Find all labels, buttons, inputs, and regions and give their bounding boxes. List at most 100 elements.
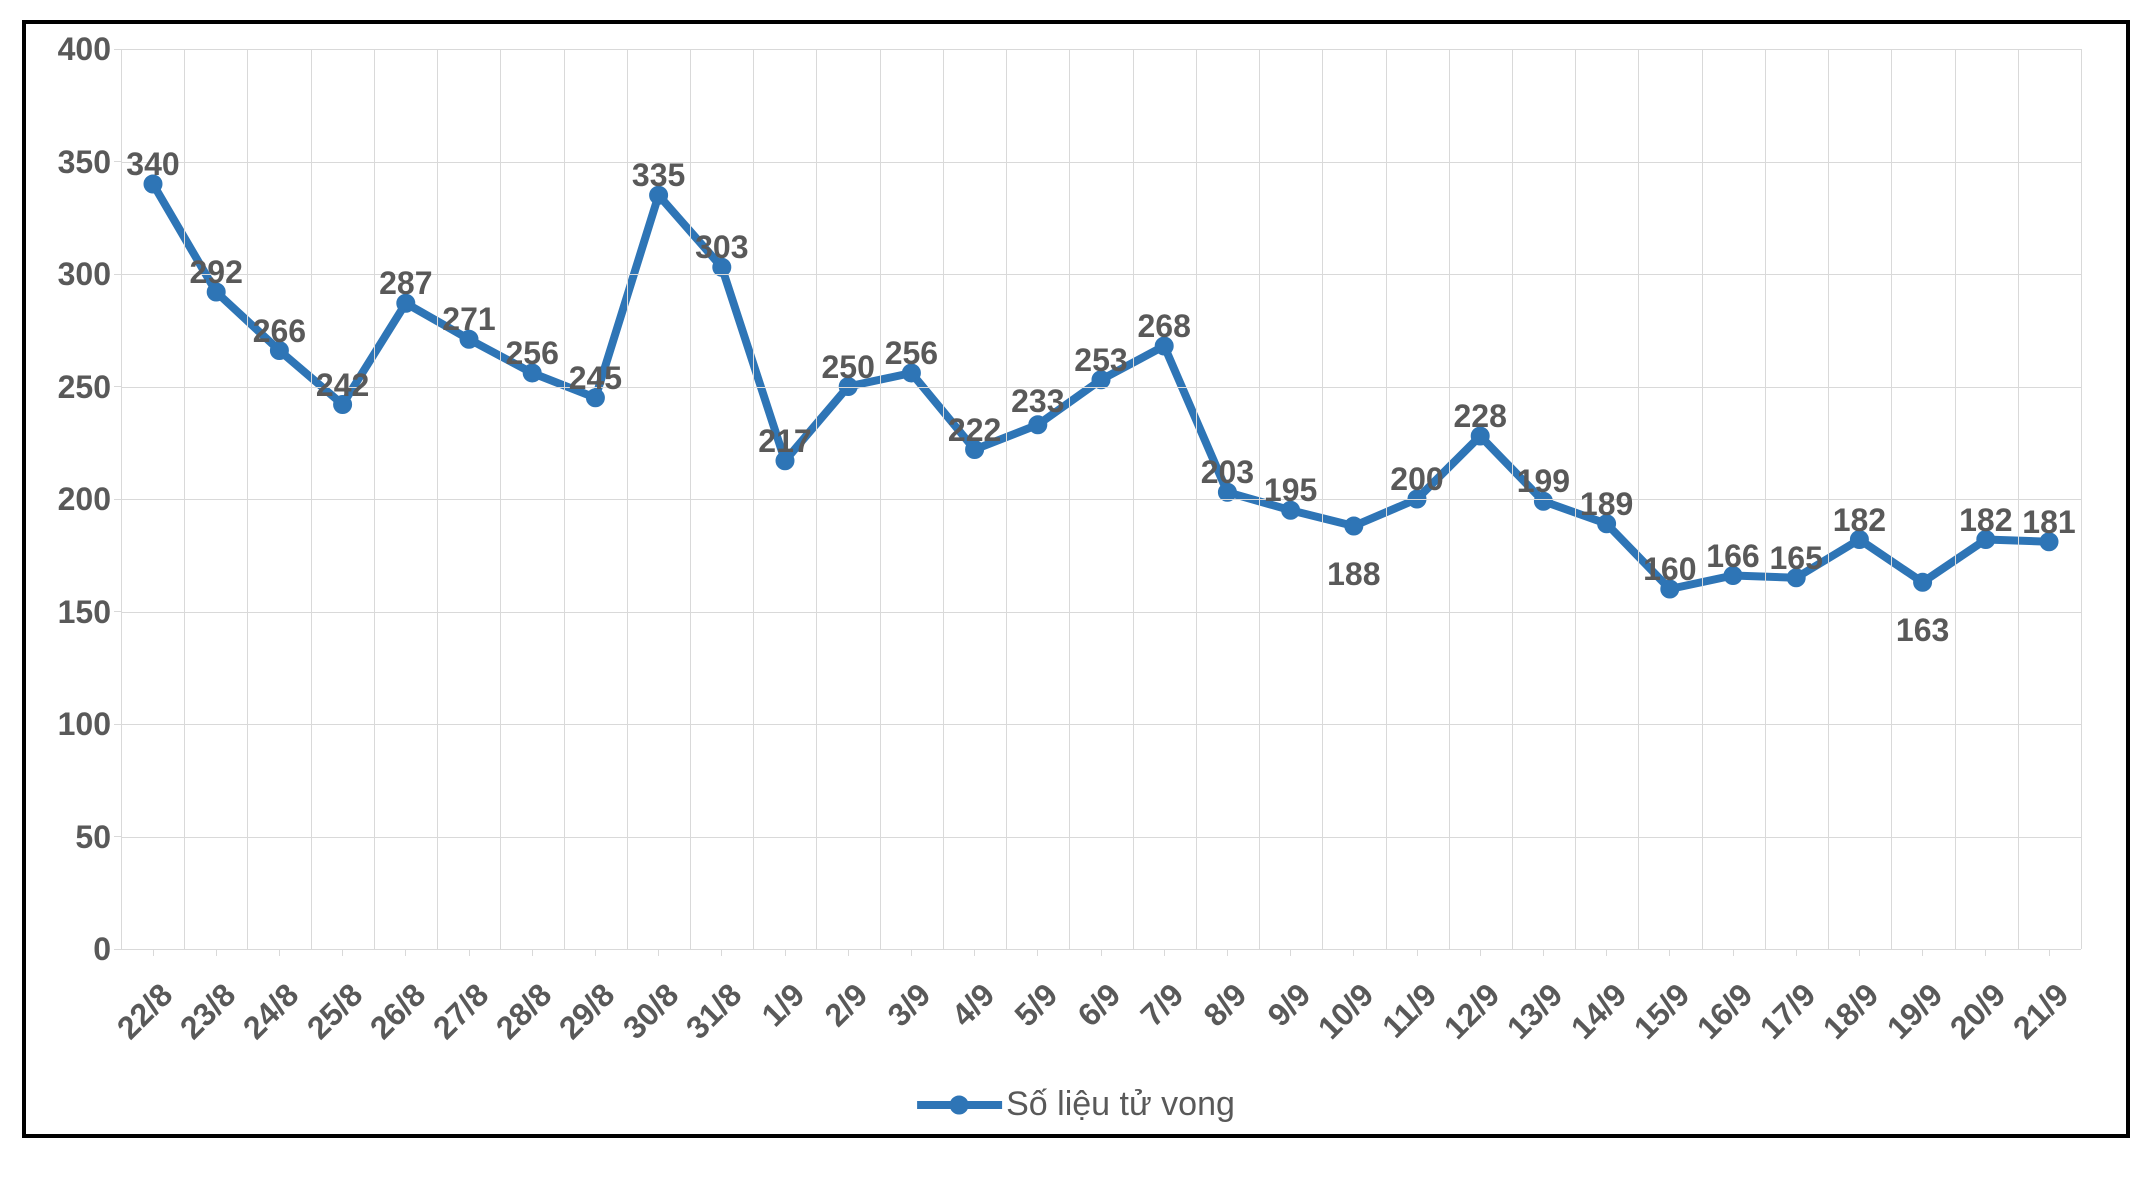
- plot-area: [121, 49, 2081, 949]
- x-axis-label: 7/9: [1134, 976, 1192, 1034]
- gridline-v: [1638, 49, 1639, 949]
- x-axis-label: 21/9: [2006, 976, 2076, 1046]
- gridline-v: [1512, 49, 1513, 949]
- gridline-v: [121, 49, 122, 949]
- x-tick: [1859, 949, 1860, 956]
- data-label: 268: [1137, 308, 1190, 345]
- y-axis-label: 50: [31, 821, 111, 853]
- x-tick: [216, 949, 217, 956]
- legend-label: Số liệu tử vong: [1006, 1085, 1235, 1124]
- gridline-v: [1006, 49, 1007, 949]
- data-label: 165: [1769, 540, 1822, 577]
- x-axis-label: 16/9: [1690, 976, 1760, 1046]
- data-label: 292: [189, 254, 242, 291]
- x-axis-label: 5/9: [1007, 976, 1065, 1034]
- gridline-v: [880, 49, 881, 949]
- gridline-v: [1702, 49, 1703, 949]
- gridline-v: [311, 49, 312, 949]
- data-label: 253: [1074, 342, 1127, 379]
- y-axis-label: 300: [31, 258, 111, 290]
- gridline-v: [1259, 49, 1260, 949]
- gridline-v: [816, 49, 817, 949]
- gridline-v: [1828, 49, 1829, 949]
- gridline-v: [1069, 49, 1070, 949]
- y-tick: [114, 274, 121, 275]
- data-label: 166: [1706, 538, 1759, 575]
- x-tick: [1101, 949, 1102, 956]
- x-tick: [658, 949, 659, 956]
- data-label: 181: [2022, 504, 2075, 541]
- y-axis-label: 0: [31, 933, 111, 965]
- x-tick: [1606, 949, 1607, 956]
- data-label: 189: [1580, 486, 1633, 523]
- x-tick: [721, 949, 722, 956]
- gridline-v: [2081, 49, 2082, 949]
- x-axis-label: 1/9: [754, 976, 812, 1034]
- data-label: 200: [1390, 461, 1443, 498]
- gridline-v: [1322, 49, 1323, 949]
- x-tick: [1985, 949, 1986, 956]
- gridline-v: [1955, 49, 1956, 949]
- x-tick: [1290, 949, 1291, 956]
- y-axis-label: 350: [31, 146, 111, 178]
- x-tick: [1669, 949, 1670, 956]
- y-axis-label: 400: [31, 33, 111, 65]
- x-tick: [1353, 949, 1354, 956]
- x-axis-label: 14/9: [1563, 976, 1633, 1046]
- x-tick: [153, 949, 154, 956]
- data-label: 256: [505, 335, 558, 372]
- x-axis-label: 29/8: [552, 976, 622, 1046]
- data-label: 195: [1264, 472, 1317, 509]
- x-tick: [342, 949, 343, 956]
- gridline-v: [1133, 49, 1134, 949]
- x-axis-label: 15/9: [1627, 976, 1697, 1046]
- gridline-h: [121, 162, 2081, 163]
- x-tick: [1480, 949, 1481, 956]
- x-axis-label: 22/8: [110, 976, 180, 1046]
- x-tick: [1796, 949, 1797, 956]
- data-label: 182: [1959, 502, 2012, 539]
- gridline-v: [690, 49, 691, 949]
- data-label: 335: [632, 157, 685, 194]
- y-tick: [114, 611, 121, 612]
- x-axis-label: 25/8: [299, 976, 369, 1046]
- data-label: 287: [379, 265, 432, 302]
- x-tick: [279, 949, 280, 956]
- x-axis-label: 26/8: [363, 976, 433, 1046]
- data-label: 303: [695, 229, 748, 266]
- x-axis-label: 9/9: [1260, 976, 1318, 1034]
- y-axis-label: 100: [31, 708, 111, 740]
- x-axis-label: 3/9: [881, 976, 939, 1034]
- data-label: 222: [948, 412, 1001, 449]
- x-tick: [1417, 949, 1418, 956]
- x-tick: [532, 949, 533, 956]
- gridline-h: [121, 724, 2081, 725]
- x-axis-label: 8/9: [1197, 976, 1255, 1034]
- x-axis-label: 6/9: [1070, 976, 1128, 1034]
- gridline-v: [2018, 49, 2019, 949]
- gridline-v: [1196, 49, 1197, 949]
- gridline-v: [500, 49, 501, 949]
- gridline-v: [184, 49, 185, 949]
- data-label: 266: [253, 313, 306, 350]
- y-tick: [114, 499, 121, 500]
- legend-swatch: [917, 1102, 1002, 1108]
- gridline-v: [753, 49, 754, 949]
- data-label: 182: [1833, 502, 1886, 539]
- gridline-h: [121, 837, 2081, 838]
- x-tick: [1733, 949, 1734, 956]
- y-tick: [114, 836, 121, 837]
- gridline-v: [1891, 49, 1892, 949]
- data-label: 233: [1011, 383, 1064, 420]
- x-tick: [785, 949, 786, 956]
- data-label: 203: [1201, 454, 1254, 491]
- x-tick: [1037, 949, 1038, 956]
- data-label: 250: [821, 349, 874, 386]
- x-axis-label: 31/8: [679, 976, 749, 1046]
- y-tick: [114, 724, 121, 725]
- data-label: 199: [1517, 463, 1570, 500]
- data-marker: [1346, 518, 1362, 534]
- gridline-h: [121, 387, 2081, 388]
- x-axis-label: 20/9: [1943, 976, 2013, 1046]
- gridline-v: [1765, 49, 1766, 949]
